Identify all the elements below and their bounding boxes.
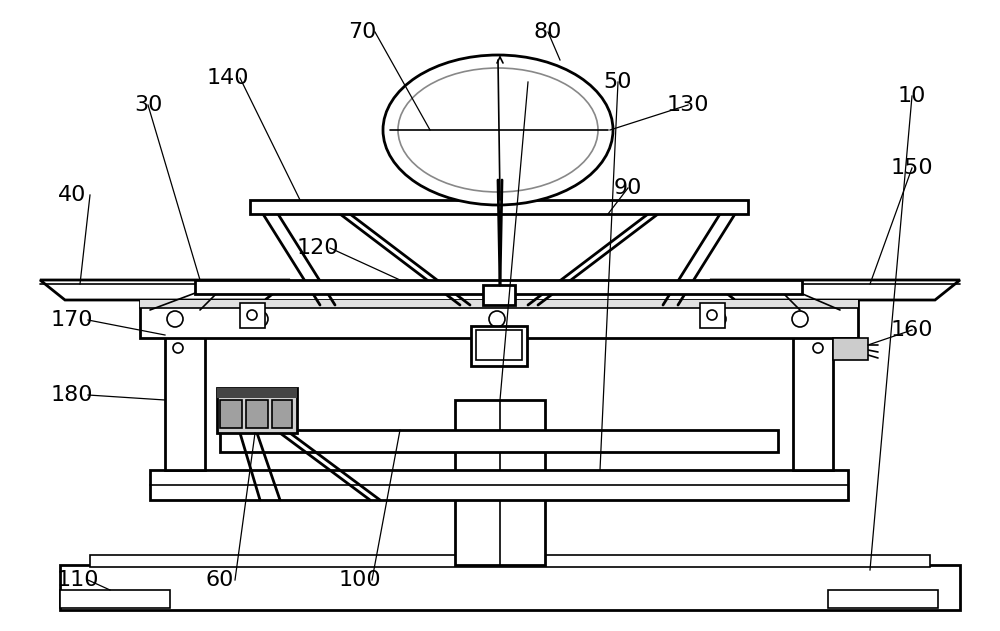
Text: 60: 60: [206, 570, 234, 590]
Bar: [471, 326, 527, 366]
Bar: [833, 338, 868, 360]
Bar: [195, 280, 802, 294]
Text: 70: 70: [348, 22, 376, 42]
Text: 120: 120: [297, 238, 339, 258]
Text: 90: 90: [614, 178, 642, 198]
Bar: [246, 400, 268, 428]
Bar: [140, 300, 858, 308]
Text: 80: 80: [534, 22, 562, 42]
Bar: [700, 303, 725, 328]
Bar: [165, 330, 205, 470]
Text: 110: 110: [57, 570, 99, 590]
Bar: [250, 200, 748, 214]
Text: 10: 10: [898, 86, 926, 106]
Bar: [483, 285, 515, 305]
Circle shape: [489, 311, 505, 327]
Circle shape: [792, 311, 808, 327]
Bar: [150, 470, 848, 500]
Circle shape: [247, 310, 257, 320]
Bar: [90, 555, 930, 567]
Bar: [217, 388, 297, 433]
Text: 30: 30: [134, 95, 162, 115]
Text: 50: 50: [604, 72, 632, 92]
Text: 160: 160: [891, 320, 933, 340]
Text: 140: 140: [207, 68, 249, 88]
Circle shape: [252, 311, 268, 327]
Ellipse shape: [398, 68, 598, 192]
Bar: [220, 430, 778, 452]
Bar: [217, 388, 297, 398]
Circle shape: [707, 310, 717, 320]
Polygon shape: [710, 280, 960, 300]
Bar: [272, 400, 292, 428]
Text: 40: 40: [58, 185, 86, 205]
Bar: [240, 303, 265, 328]
Text: 20: 20: [514, 72, 542, 92]
Circle shape: [813, 343, 823, 353]
Text: 180: 180: [51, 385, 93, 405]
Text: 100: 100: [339, 570, 381, 590]
Bar: [220, 400, 242, 428]
Ellipse shape: [383, 55, 613, 205]
Text: 150: 150: [891, 158, 933, 178]
Text: 170: 170: [51, 310, 93, 330]
Bar: [60, 590, 170, 608]
Circle shape: [167, 311, 183, 327]
Bar: [476, 330, 522, 360]
Bar: [140, 300, 858, 338]
Circle shape: [710, 311, 726, 327]
Bar: [793, 330, 833, 470]
Bar: [828, 590, 938, 608]
Text: 130: 130: [667, 95, 709, 115]
Bar: [60, 565, 960, 610]
Bar: [455, 400, 545, 565]
Circle shape: [173, 343, 183, 353]
Polygon shape: [40, 280, 290, 300]
